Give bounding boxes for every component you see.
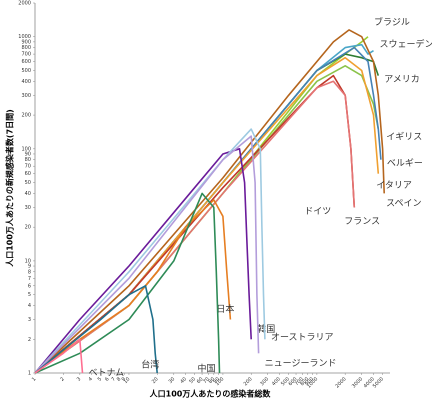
y-tick-label: 700 [21,52,31,58]
x-tick-label: 70 [202,376,211,385]
series-line [34,192,221,374]
x-tick-label: 20 [151,376,160,385]
y-tick-label: 100 [21,146,31,152]
x-tick-label: 40 [179,376,188,385]
x-tick-label: 2 [59,376,65,382]
series-label: スウェーデン [379,38,432,50]
series-label: イギリス [386,132,422,143]
series-label: フランス [344,216,380,227]
y-axis-title: 人口100万人あたりの新規感染者数(7日間) [5,109,15,267]
x-tick-label: 10 [123,376,132,385]
x-tick-label: 9 [121,376,127,382]
x-tick-label: 900 [304,376,315,387]
x-tick-label: 100 [214,376,225,387]
x-tick-label: 80 [208,376,217,385]
series-label: ベトナム [88,368,124,379]
series-label: イタリア [376,180,412,191]
y-tick-label: 50 [25,180,31,186]
x-tick-label: 50 [188,376,197,385]
x-tick-label: 500 [280,376,291,387]
x-axis-title: 人口100万人あたりの感染者総数 [150,389,272,399]
y-tick-label: 5 [28,292,31,298]
y-tick-label: 500 [21,68,31,74]
y-tick-label: 1000 [18,34,31,40]
y-tick-label: 20 [25,225,31,231]
y-tick-label: 200 [21,113,31,119]
series-line [34,29,385,374]
x-tick-label: 200 [243,376,254,387]
y-tick-label: 7 [28,276,31,282]
x-tick-label: 3000 [351,376,364,389]
y-tick-label: 6 [28,283,31,289]
series-label: オーストラリア [271,332,334,343]
x-tick-label: 700 [294,376,305,387]
series-line [34,338,84,374]
y-tick-label: 3 [28,317,31,323]
series-label: 韓国 [257,324,275,335]
y-tick-label: 2000 [18,1,31,7]
x-tick-label: 800 [299,376,310,387]
x-tick-label: 6 [104,376,110,382]
x-tick-label: 7 [110,376,116,382]
x-tick-label: 90 [212,376,221,385]
y-tick-label: 80 [25,157,31,163]
x-tick-label: 3 [76,376,82,382]
x-tick-label: 400 [271,376,282,387]
y-tick-label: 10 [25,258,31,264]
y-tick-label: 4 [28,303,31,309]
series-line [34,65,380,374]
x-tick-label: 5000 [372,376,385,389]
x-tick-label: 8 [116,376,122,382]
y-tick-label: 8 [28,269,31,275]
y-tick-label: 2 [28,337,31,343]
series-label: ブラジル [374,16,410,28]
series-line [34,199,232,374]
series-label: スペイン [386,199,421,209]
series-label: 日本 [216,303,234,315]
y-tick-label: 800 [21,45,31,51]
series-label: 台湾 [141,359,159,371]
x-tick-label: 600 [288,376,299,387]
series-line [34,135,260,374]
x-tick-label: 5 [97,376,103,382]
y-tick-label: 40 [25,191,31,197]
y-tick-label: 30 [25,205,31,211]
x-tick-label: 300 [259,376,270,387]
y-tick-label: 300 [21,93,31,99]
y-tick-label: 400 [21,79,31,85]
x-tick-label: 4 [88,376,94,382]
y-tick-label: 60 [25,171,31,177]
y-tick-label: 600 [21,59,31,65]
x-tick-label: 2000 [334,376,347,389]
y-tick-label: 9 [28,264,31,270]
series-line [34,285,158,374]
x-tick-label: 60 [196,376,205,385]
y-tick-label: 1 [28,371,31,377]
series-line [34,128,266,374]
y-tick-label: 90 [25,151,31,157]
series-label: ベルギー [387,158,423,169]
series-label: ドイツ [304,207,331,217]
y-tick-label: 70 [25,164,31,170]
series-label: アメリカ [384,74,420,85]
x-tick-label: 1 [31,376,37,382]
series-label: 中国 [198,363,216,375]
x-tick-label: 30 [168,376,177,385]
series-label: ニュージーランド [265,358,337,369]
y-tick-label: 900 [21,39,31,45]
